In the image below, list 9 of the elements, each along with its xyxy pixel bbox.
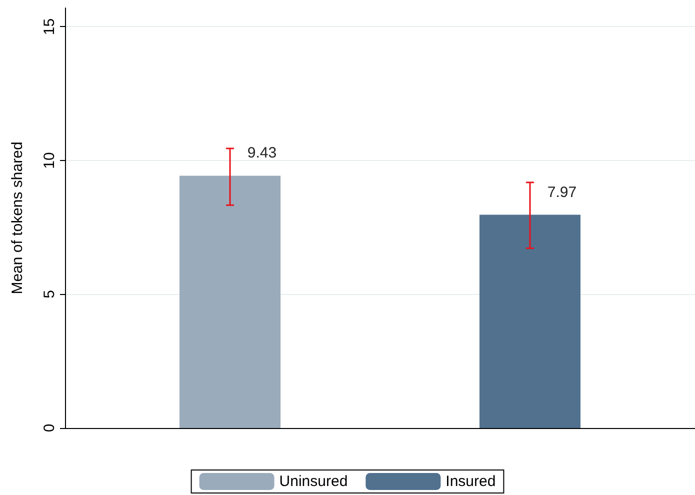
y-tick-label: 0	[41, 424, 58, 432]
legend-label: Uninsured	[279, 473, 348, 490]
y-axis-title: Mean of tokens shared	[9, 142, 26, 294]
y-tick-label: 10	[41, 152, 58, 169]
data-label: 9.43	[247, 144, 277, 162]
legend-label: Insured	[446, 473, 496, 490]
y-tick-label: 15	[41, 18, 58, 36]
y-tick-label: 5	[41, 290, 58, 298]
data-label: 7.97	[547, 184, 577, 201]
